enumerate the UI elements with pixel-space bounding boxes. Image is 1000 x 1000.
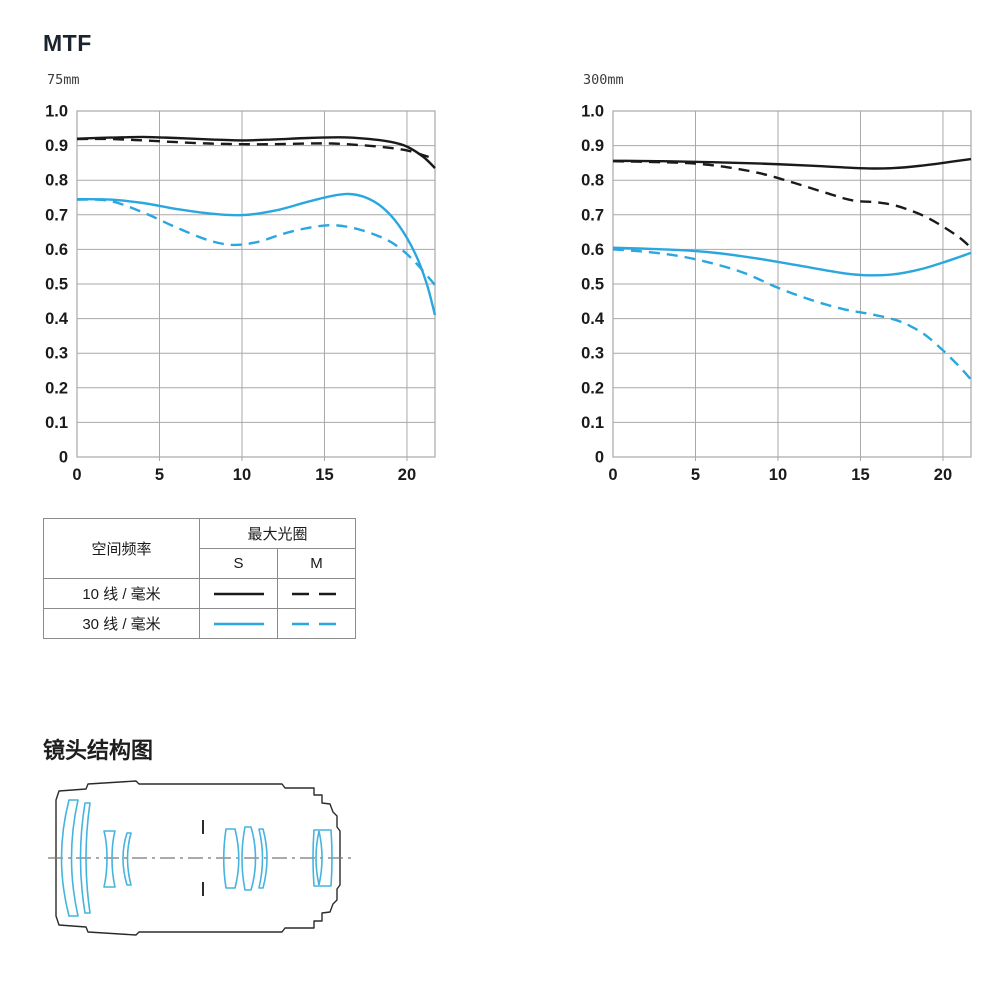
y-tick-label: 0.2 bbox=[45, 379, 68, 397]
legend-group-header: 最大光圈 bbox=[199, 518, 356, 549]
swatch-30lines-solid bbox=[199, 608, 278, 639]
curve-10lines-M bbox=[76, 137, 436, 160]
y-tick-label: 0 bbox=[59, 449, 68, 467]
mtf-chart-300mm: 0 0.1 0.2 0.3 0.4 0.5 0.6 0.7 0.8 0.9 1.0 0 5 10 15 20 bbox=[581, 103, 972, 484]
y-tick-label: 0.6 bbox=[45, 241, 68, 259]
legend-row-10lines: 10 线 / 毫米 bbox=[43, 578, 356, 609]
mtf-chart-75mm: 0 0.1 0.2 0.3 0.4 0.5 0.6 0.7 0.8 0.9 1.0 0 5 10 15 20 bbox=[45, 103, 437, 484]
plot-border bbox=[612, 110, 972, 458]
curve-30lines-S bbox=[76, 192, 437, 316]
x-tick-label: 0 bbox=[608, 466, 617, 484]
y-tick-label: 0.6 bbox=[581, 241, 604, 259]
x-tick-label: 0 bbox=[72, 466, 81, 484]
legend-header-row: 空间频率 最大光圈 bbox=[43, 518, 356, 579]
y-tick-label: 0.5 bbox=[581, 276, 604, 294]
x-tick-label: 20 bbox=[398, 466, 416, 484]
swatch-30lines-dashed bbox=[277, 608, 356, 639]
dashed-line-swatch-black bbox=[291, 592, 342, 596]
curve-30lines-M bbox=[76, 198, 436, 286]
lens-element-rear-inner-right bbox=[318, 830, 323, 886]
x-tick-label: 20 bbox=[934, 466, 952, 484]
lens-element-group2-2 bbox=[122, 832, 132, 886]
curve-10lines-S bbox=[76, 135, 436, 169]
x-tick-label: 15 bbox=[851, 466, 869, 484]
lens-diagram-title: 镜头结构图 bbox=[43, 738, 154, 763]
lens-element-group3-1 bbox=[222, 828, 240, 889]
lens-element-front-2 bbox=[79, 802, 91, 914]
x-tick-label: 10 bbox=[769, 466, 787, 484]
y-tick-label: 1.0 bbox=[581, 103, 604, 121]
lens-element-front-1 bbox=[60, 799, 79, 917]
y-tick-label: 0 bbox=[595, 449, 604, 467]
y-tick-label: 1.0 bbox=[45, 103, 68, 121]
y-tick-label: 0.8 bbox=[581, 172, 604, 190]
lens-element-rear-outer bbox=[312, 829, 333, 887]
lens-element-rear-inner-left bbox=[315, 830, 320, 886]
solid-line-swatch-blue bbox=[213, 622, 264, 626]
legend-subheader-m: M bbox=[277, 548, 356, 579]
y-tick-label: 0.4 bbox=[45, 310, 69, 328]
y-tick-label: 0.7 bbox=[45, 206, 68, 224]
lens-structure-diagram bbox=[48, 780, 352, 936]
lens-barrel-outline bbox=[55, 780, 341, 936]
legend-label-10lines: 10 线 / 毫米 bbox=[43, 578, 200, 609]
mtf-chart-75mm-block: 75mm 0 0.1 0.2 0.3 0.4 0.5 0.6 0.7 0.8 0.9 1.0 0 5 10… bbox=[18, 72, 468, 494]
y-tick-label: 0.3 bbox=[581, 345, 604, 363]
curve-10lines-S bbox=[612, 157, 972, 170]
y-tick-label: 0.3 bbox=[45, 345, 68, 363]
legend-row-header: 空间频率 bbox=[43, 518, 200, 579]
y-tick-label: 0.1 bbox=[581, 414, 604, 432]
lens-element-group3-3 bbox=[258, 828, 268, 889]
focal-length-label-300mm: 300mm bbox=[583, 72, 624, 88]
solid-line-swatch-black bbox=[213, 592, 264, 596]
curve-30lines-M bbox=[612, 248, 972, 381]
lens-element-group3-2 bbox=[241, 826, 257, 891]
legend-subheader-row: S M bbox=[44, 548, 356, 579]
swatch-10lines-solid bbox=[199, 578, 278, 609]
y-tick-label: 0.9 bbox=[581, 137, 604, 155]
page-title: MTF bbox=[43, 30, 92, 56]
lens-element-group2-1 bbox=[103, 830, 116, 888]
x-tick-label: 5 bbox=[155, 466, 164, 484]
focal-length-label-75mm: 75mm bbox=[47, 72, 80, 88]
swatch-10lines-dashed bbox=[277, 578, 356, 609]
y-tick-label: 0.2 bbox=[581, 379, 604, 397]
legend-subheader-s: S bbox=[199, 548, 278, 579]
y-tick-label: 0.4 bbox=[581, 310, 605, 328]
dashed-line-swatch-blue bbox=[291, 622, 342, 626]
x-tick-label: 5 bbox=[691, 466, 700, 484]
x-tick-label: 10 bbox=[233, 466, 251, 484]
y-tick-label: 0.9 bbox=[45, 137, 68, 155]
y-tick-label: 0.7 bbox=[581, 206, 604, 224]
mtf-chart-300mm-block: 300mm 0 0.1 0.2 0.3 0.4 0.5 0.6 0.7 0.8 0.9 1.0 0 5 1… bbox=[554, 72, 1000, 494]
legend-table: 空间频率 最大光圈 S M 10 线 / 毫米 30 线 / 毫米 bbox=[43, 518, 356, 639]
y-tick-label: 0.1 bbox=[45, 414, 68, 432]
y-tick-label: 0.5 bbox=[45, 276, 68, 294]
x-tick-label: 15 bbox=[315, 466, 333, 484]
curve-10lines-M bbox=[612, 160, 972, 249]
legend-row-30lines: 30 线 / 毫米 bbox=[43, 608, 356, 639]
curve-30lines-S bbox=[612, 246, 972, 277]
y-tick-label: 0.8 bbox=[45, 172, 68, 190]
legend-label-30lines: 30 线 / 毫米 bbox=[43, 608, 200, 639]
